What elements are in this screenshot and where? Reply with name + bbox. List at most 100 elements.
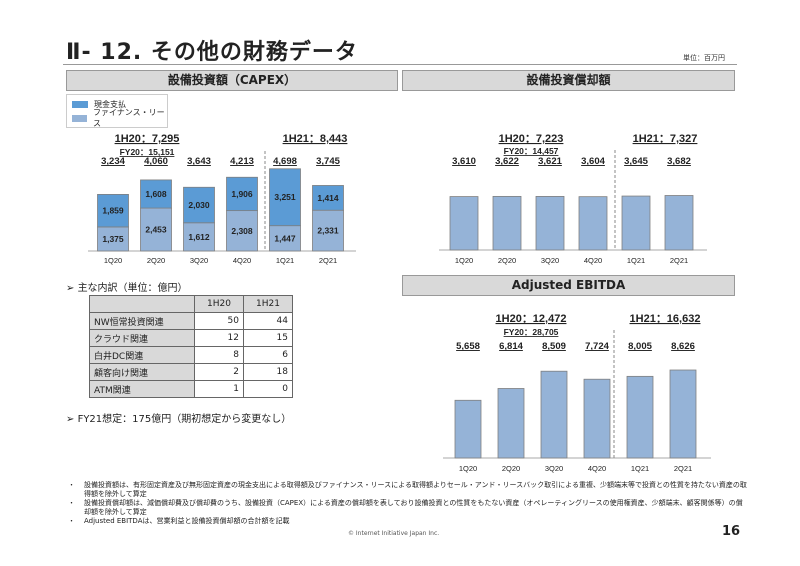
- x-tick-label: 1Q21: [631, 464, 649, 473]
- legend-swatch-finance-lease: [72, 114, 87, 122]
- bar-segment-cash: [140, 179, 172, 209]
- x-tick-label: 1Q20: [455, 256, 473, 265]
- x-tick-label: 2Q21: [674, 464, 692, 473]
- bar-value-label: 8,005: [628, 341, 652, 352]
- cell-1h20: 12: [194, 329, 244, 347]
- cell-1h20: 8: [194, 346, 244, 364]
- depreciation-header: 設備投資償却額: [402, 70, 735, 91]
- page-number: 16: [722, 524, 741, 539]
- bar-segment-finance-lease: [183, 222, 215, 252]
- footnote: ・設備投資償却額は、減価償却費及び償却費のうち、設備投資（CAPEX）による資産…: [68, 499, 743, 516]
- breakdown-table: 1H20 1H21 NW恒常投資関連 50 44 クラウド関連 12 15 白井…: [89, 295, 293, 398]
- bar: [540, 370, 568, 459]
- x-tick-label: 3Q20: [190, 256, 208, 265]
- summary-1h21: 1H21：16,632: [630, 313, 701, 325]
- bar-total-label: 4,698: [273, 156, 297, 167]
- cell-1h21: 0: [243, 380, 293, 398]
- cell-1h20: 50: [194, 312, 244, 330]
- bar-segment-cash: [183, 186, 215, 224]
- table-header-row: 1H20 1H21: [89, 295, 293, 313]
- bar: [626, 375, 654, 459]
- summary-1h21: 1H21：7,327: [633, 133, 698, 145]
- row-label: クラウド関連: [89, 329, 195, 347]
- bar-segment-label: 1,447: [274, 233, 296, 243]
- legend-label: 現金支払: [94, 99, 126, 109]
- bar-segment-label: 1,375: [102, 234, 124, 244]
- bar-total-label: 3,643: [187, 156, 211, 167]
- bar-segment-label: 2,308: [231, 226, 253, 236]
- bar-segment-label: 1,414: [317, 193, 339, 203]
- table-row: 白井DC関連 8 6: [89, 346, 293, 364]
- x-tick-label: 3Q20: [541, 256, 559, 265]
- ebitda-header: Adjusted EBITDA: [402, 275, 735, 296]
- bar-segment-finance-lease: [269, 225, 301, 252]
- x-tick-label: 2Q20: [498, 256, 516, 265]
- summary-fy20: FY20：28,705: [504, 327, 559, 337]
- capex-header: 設備投資額（CAPEX）: [66, 70, 398, 91]
- bar: [669, 369, 697, 459]
- bar-segment-finance-lease: [226, 210, 258, 252]
- legend-swatch-cash: [72, 100, 88, 108]
- footnote: ・ Adjusted EBITDAは、営業利益と設備投資償却額の合計額を記載: [68, 517, 290, 525]
- bar-segment-label: 1,612: [188, 232, 210, 242]
- bar: [449, 196, 479, 251]
- bar: [492, 195, 522, 251]
- cell-1h21: 6: [243, 346, 293, 364]
- row-label: ATM関連: [89, 380, 195, 398]
- x-tick-label: 3Q20: [545, 464, 563, 473]
- bar-segment-label: 3,251: [274, 192, 296, 202]
- x-tick-label: 2Q21: [319, 256, 337, 265]
- bar-value-label: 5,658: [456, 341, 480, 352]
- bar: [664, 195, 694, 251]
- bar-segment-label: 1,906: [231, 189, 253, 199]
- table-header-cell: 1H21: [243, 295, 293, 313]
- x-tick-label: 2Q20: [147, 256, 165, 265]
- x-tick-label: 4Q20: [588, 464, 606, 473]
- legend-item-cash: 現金支払: [72, 97, 167, 111]
- x-tick-label: 1Q20: [459, 464, 477, 473]
- table-header-cell: [89, 295, 195, 313]
- table-row: 顧客向け関連 2 18: [89, 363, 293, 381]
- cell-1h20: 2: [194, 363, 244, 381]
- bar-total-label: 4,213: [230, 156, 254, 167]
- x-tick-label: 1Q21: [276, 256, 294, 265]
- x-tick-label: 2Q20: [502, 464, 520, 473]
- row-label: NW恒常投資関連: [89, 312, 195, 330]
- footnote: ・設備投資額は、有形固定資産及び無形固定資産の現金支出による取得額及びファイナン…: [68, 481, 747, 498]
- bar-segment-cash: [269, 168, 301, 227]
- legend-item-finance-lease: ファイナンス・リース: [72, 108, 167, 128]
- x-tick-label: 1Q21: [627, 256, 645, 265]
- x-tick-label: 4Q20: [584, 256, 602, 265]
- summary-1h21: 1H21：8,443: [283, 133, 348, 145]
- bar-segment-label: 2,030: [188, 200, 210, 210]
- bar-segment-label: 1,608: [145, 189, 167, 199]
- x-tick-label: 4Q20: [233, 256, 251, 265]
- bar-total-label: 3,745: [316, 156, 340, 167]
- bar: [497, 388, 525, 459]
- bar-segment-cash: [312, 185, 344, 211]
- bar-value-label: 3,622: [495, 156, 519, 167]
- capex-legend: 現金支払 ファイナンス・リース: [66, 94, 168, 128]
- summary-1h20: 1H20：7,295: [115, 133, 180, 145]
- page-title: Ⅱ- 12. その他の財務データ: [66, 40, 358, 65]
- table-header-cell: 1H20: [194, 295, 244, 313]
- bar-segment-cash: [226, 176, 258, 212]
- x-tick-label: 1Q20: [104, 256, 122, 265]
- bar-value-label: 8,509: [542, 341, 566, 352]
- summary-1h20: 1H20：12,472: [496, 313, 567, 325]
- bar-segment-label: 2,331: [317, 226, 339, 236]
- bar-value-label: 3,645: [624, 156, 648, 167]
- forecast-note: ➢ FY21想定：175億円（期初想定から変更なし）: [66, 414, 292, 425]
- bar-value-label: 3,621: [538, 156, 562, 167]
- x-tick-label: 2Q21: [670, 256, 688, 265]
- summary-fy20: FY20：15,151: [120, 147, 175, 157]
- cell-1h21: 44: [243, 312, 293, 330]
- bar-segment-label: 2,453: [145, 225, 167, 235]
- summary-fy20: FY20：14,457: [504, 146, 559, 156]
- cell-1h21: 15: [243, 329, 293, 347]
- bar: [454, 399, 482, 459]
- summary-1h20: 1H20：7,223: [499, 133, 564, 145]
- title-divider: [63, 64, 737, 65]
- unit-label: 単位：百万円: [683, 54, 725, 62]
